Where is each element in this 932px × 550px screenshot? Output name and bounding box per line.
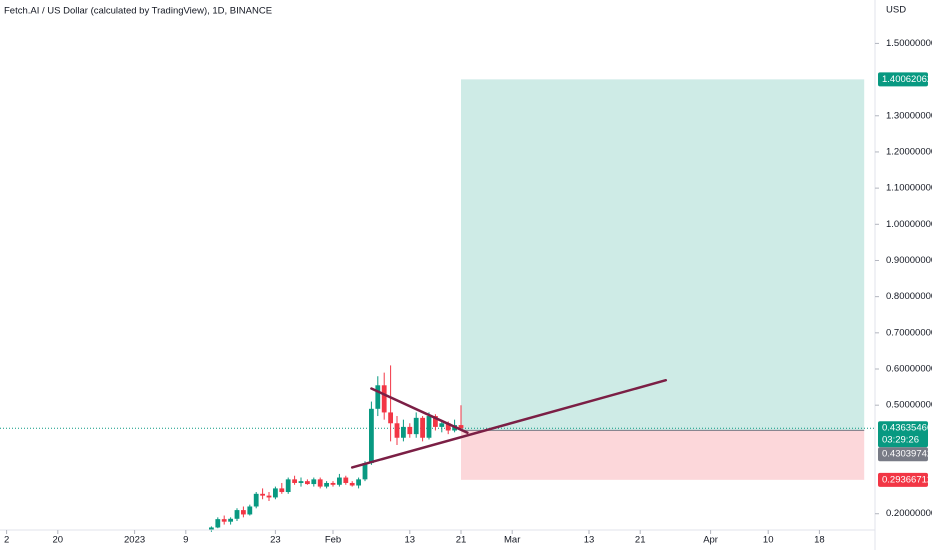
candle-body: [330, 482, 336, 485]
x-tick-label: Apr: [703, 535, 718, 546]
candle-body: [407, 426, 413, 435]
candle-body: [369, 408, 374, 464]
candle-body: [433, 416, 438, 427]
x-tick-label: 21: [456, 535, 467, 546]
candle-body: [420, 417, 425, 438]
entry-box: [878, 447, 928, 462]
y-tick-label: 1.10000000: [886, 183, 932, 194]
x-tick-label: 18: [814, 535, 825, 546]
candle-body: [215, 519, 221, 528]
x-tick-label: 2023: [124, 535, 145, 546]
x-tick-label: 2: [4, 535, 9, 546]
entry-price-label: 0.43039742: [882, 449, 932, 460]
candle-body: [439, 423, 445, 427]
x-tick-label: Feb: [325, 535, 341, 546]
y-tick-label: 0.60000000: [886, 364, 932, 375]
y-tick-label: 0.80000000: [886, 291, 932, 302]
candle-body: [445, 423, 451, 431]
x-tick-label: 9: [183, 535, 188, 546]
candle-body: [356, 479, 361, 486]
x-tick-label: 20: [53, 535, 64, 546]
y-tick-label: 1.50000000: [886, 38, 932, 49]
trendline: [370, 387, 469, 434]
trendline: [350, 378, 668, 469]
candle-body: [279, 488, 285, 493]
x-tick-label: 13: [584, 535, 595, 546]
y-tick-label: 0.90000000: [886, 255, 932, 266]
currency-label: USD: [886, 5, 906, 16]
candle-body: [298, 481, 304, 483]
last-price-box: [878, 421, 928, 448]
candle-body: [228, 518, 233, 522]
candle-body: [273, 488, 278, 498]
candle-body: [241, 510, 246, 515]
candle-body: [375, 385, 381, 409]
candle-body: [311, 479, 317, 485]
candle-body: [317, 479, 323, 487]
x-tick-label: 13: [405, 535, 416, 546]
candle-body: [209, 527, 214, 530]
candle-body: [349, 482, 355, 486]
candle-body: [253, 493, 259, 507]
plot-area: [0, 79, 875, 532]
candle-body: [285, 479, 291, 493]
stop-box: [878, 472, 928, 487]
candle-body: [266, 495, 272, 498]
candle-body: [343, 477, 349, 483]
countdown-label: 03:29:26: [882, 435, 919, 446]
target-box: [878, 72, 928, 87]
candle-body: [324, 482, 329, 487]
stop-price-label: 0.29366712: [882, 474, 932, 485]
x-tick-label: 10: [763, 535, 774, 546]
y-tick-label: 1.00000000: [886, 219, 932, 230]
x-tick-label: 21: [635, 535, 646, 546]
candle-body: [413, 417, 419, 435]
candle-body: [292, 479, 297, 483]
target-zone: [461, 79, 865, 431]
candle-body: [362, 463, 368, 480]
last-price-label: 0.43635466: [882, 423, 932, 434]
y-tick-label: 1.30000000: [886, 110, 932, 121]
x-tick-label: Mar: [504, 535, 520, 546]
candle-body: [337, 477, 342, 485]
chart-title[interactable]: Fetch.AI / US Dollar (calculated by Trad…: [4, 6, 272, 17]
candle-body: [381, 385, 387, 413]
y-tick-label: 0.50000000: [886, 400, 932, 411]
candle-body: [458, 425, 464, 429]
target-price-label: 1.40062062: [882, 74, 932, 85]
x-tick-label: 23: [270, 535, 281, 546]
candle-body: [260, 493, 265, 496]
candle-body: [426, 416, 432, 438]
candle-body: [247, 506, 253, 515]
candle-body: [221, 519, 227, 522]
candle-body: [234, 510, 240, 519]
candle-body: [388, 412, 393, 424]
y-tick-label: 1.20000000: [886, 146, 932, 157]
y-tick-label: 0.20000000: [886, 508, 932, 519]
candle-body: [305, 481, 310, 485]
stop-zone: [461, 430, 865, 480]
candle-body: [401, 426, 406, 438]
candle-body: [394, 423, 400, 438]
y-tick-label: 0.70000000: [886, 327, 932, 338]
